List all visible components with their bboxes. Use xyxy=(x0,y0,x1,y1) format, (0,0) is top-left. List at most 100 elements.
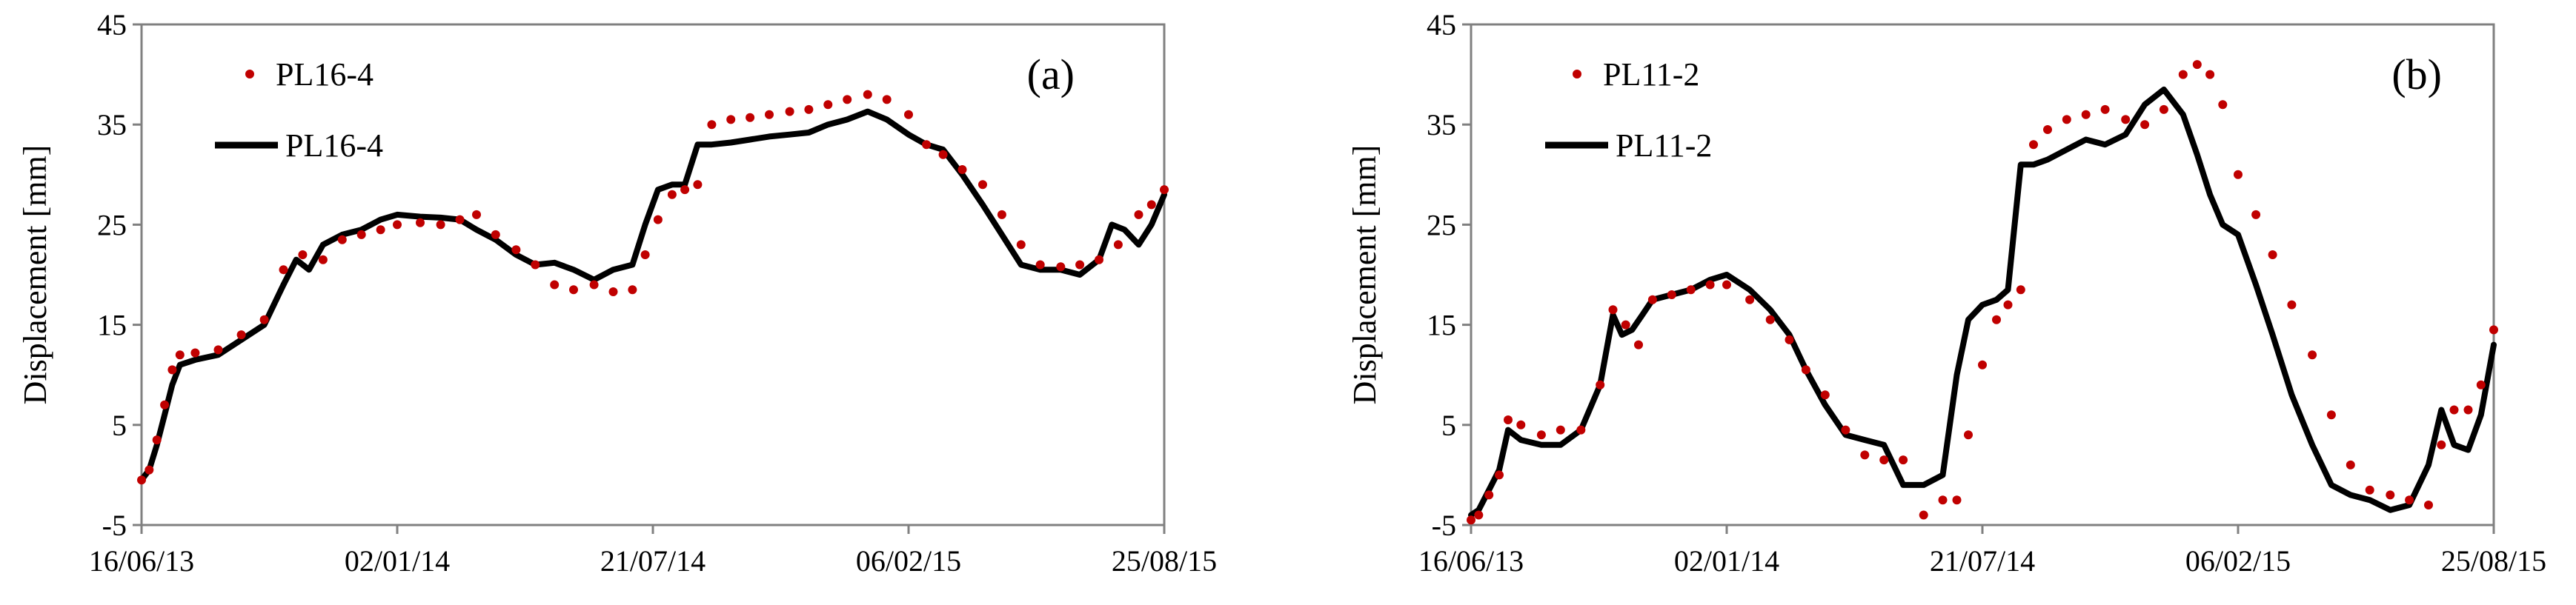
data-point xyxy=(1504,415,1513,424)
x-tick-label: 06/02/15 xyxy=(856,544,961,578)
y-axis: -5 5 15 25 35 45 xyxy=(97,8,142,542)
x-tick-label: 02/01/14 xyxy=(345,544,450,578)
data-point xyxy=(2121,115,2131,124)
data-point xyxy=(1608,305,1618,315)
data-point xyxy=(2489,325,2498,335)
data-point xyxy=(236,330,246,340)
data-point xyxy=(2192,60,2202,70)
y-tick-label: 45 xyxy=(97,8,127,41)
data-point xyxy=(2346,460,2355,469)
data-point xyxy=(2476,380,2486,390)
series-line xyxy=(139,108,1167,484)
data-point xyxy=(472,210,481,219)
legend-label-line: PL11-2 xyxy=(1616,127,1712,164)
y-tick-label: 35 xyxy=(97,108,127,141)
x-tick-label: 25/08/15 xyxy=(1112,544,1217,578)
data-point xyxy=(1647,295,1657,304)
legend-label-points: PL11-2 xyxy=(1603,56,1699,93)
y-tick-label: 15 xyxy=(1427,309,1456,342)
data-point xyxy=(1556,425,1565,435)
data-point xyxy=(904,110,913,119)
data-point xyxy=(1899,455,1908,465)
y-axis: -5 5 15 25 35 45 xyxy=(1427,8,1471,542)
data-point xyxy=(2326,410,2336,420)
y-tick-label: -5 xyxy=(1432,509,1456,542)
data-point xyxy=(693,180,703,190)
data-point xyxy=(2100,104,2110,114)
data-point xyxy=(2159,104,2168,114)
data-point xyxy=(190,348,200,358)
y-tick-label: 25 xyxy=(1427,208,1456,241)
data-point xyxy=(1919,510,1928,520)
data-point xyxy=(2449,405,2459,415)
y-tick-label: 25 xyxy=(97,208,127,241)
x-axis: 16/06/13 02/01/14 21/07/14 06/02/15 25/08/15 xyxy=(89,525,1217,578)
data-point xyxy=(2268,250,2277,259)
legend-marker-points xyxy=(245,70,254,78)
data-point xyxy=(1596,380,1605,390)
data-point xyxy=(1938,495,1948,505)
data-point xyxy=(2386,490,2395,500)
data-point xyxy=(145,465,154,475)
y-tick-label: 35 xyxy=(1427,108,1456,141)
panel-label: (b) xyxy=(2391,50,2442,98)
chart-panel-b: Displacement [mm] (b) -5 5 15 25 35 45 16/06/… xyxy=(1347,8,2546,578)
data-point xyxy=(1095,255,1103,264)
data-point xyxy=(1113,240,1123,250)
legend-marker-points xyxy=(1573,70,1581,78)
data-point xyxy=(765,110,774,119)
data-point xyxy=(569,285,578,295)
data-point xyxy=(2234,170,2243,179)
data-point xyxy=(376,225,385,235)
data-point xyxy=(1860,450,1870,460)
y-tick-label: 5 xyxy=(1441,409,1456,442)
data-point xyxy=(1516,420,1526,429)
x-axis: 16/06/13 02/01/14 21/07/14 06/02/15 25/08/15 xyxy=(1418,525,2546,578)
chart-panel-a: Displacement [mm] (a) -5 5 15 25 35 45 16/06/… xyxy=(17,8,1217,578)
data-point xyxy=(785,107,794,116)
data-point xyxy=(680,185,690,195)
data-point xyxy=(1160,185,1169,195)
data-point xyxy=(175,350,185,360)
data-point xyxy=(653,215,663,224)
data-point xyxy=(628,285,637,295)
x-tick-label: 16/06/13 xyxy=(1418,544,1524,578)
data-point xyxy=(1785,335,1794,344)
data-point xyxy=(746,113,755,122)
data-point xyxy=(1820,390,1830,400)
series-line-group xyxy=(1468,86,2497,518)
data-point xyxy=(1146,200,1156,210)
legend-label-points: PL16-4 xyxy=(276,56,374,93)
data-point xyxy=(152,435,162,445)
legend: PL16-4 PL16-4 xyxy=(215,56,383,164)
data-point xyxy=(1952,495,1962,505)
series-line xyxy=(1468,86,2497,518)
data-point xyxy=(608,287,618,296)
data-point xyxy=(2437,440,2446,449)
x-tick-label: 06/02/15 xyxy=(2185,544,2291,578)
data-point xyxy=(804,104,814,114)
data-point xyxy=(1016,240,1026,250)
data-point xyxy=(863,90,872,99)
data-point xyxy=(640,250,650,259)
legend-label-line: PL16-4 xyxy=(285,127,383,164)
data-point xyxy=(922,140,932,150)
data-point xyxy=(259,315,269,324)
data-point xyxy=(1765,315,1775,324)
data-point xyxy=(531,260,540,270)
data-point xyxy=(2043,125,2052,134)
data-point xyxy=(160,400,170,410)
data-point xyxy=(1035,260,1045,270)
x-tick-label: 21/07/14 xyxy=(600,544,706,578)
data-point xyxy=(1801,365,1810,375)
data-point xyxy=(882,95,892,104)
series-points-group xyxy=(137,90,1169,485)
data-point xyxy=(667,190,677,199)
series-line-group xyxy=(139,108,1167,484)
y-axis-title: Displacement [mm] xyxy=(17,145,53,405)
data-point xyxy=(1705,280,1715,290)
data-point xyxy=(1964,430,1973,440)
y-tick-label: 45 xyxy=(1427,8,1456,41)
data-point xyxy=(843,95,852,104)
